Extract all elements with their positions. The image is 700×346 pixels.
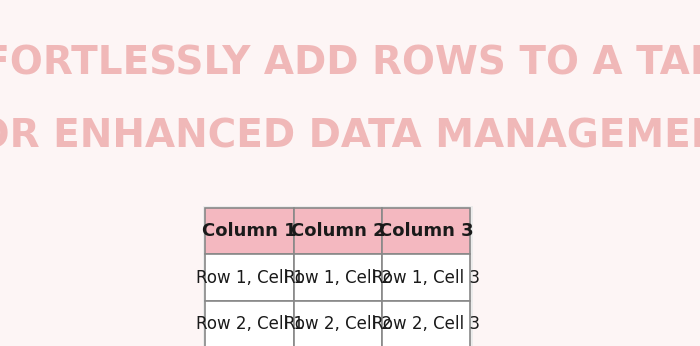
Text: Row 1, Cell 2: Row 1, Cell 2 <box>284 268 392 287</box>
Bar <box>294 254 382 301</box>
Text: EFFORTLESSLY ADD ROWS TO A TABLE: EFFORTLESSLY ADD ROWS TO A TABLE <box>0 45 700 83</box>
Bar <box>382 254 470 301</box>
Text: FOR ENHANCED DATA MANAGEMENT: FOR ENHANCED DATA MANAGEMENT <box>0 118 700 156</box>
Text: Row 1, Cell 3: Row 1, Cell 3 <box>372 268 480 287</box>
Text: Row 1, Cell 1: Row 1, Cell 1 <box>195 268 304 287</box>
Text: Row 2, Cell 3: Row 2, Cell 3 <box>372 315 480 334</box>
Bar <box>206 301 294 346</box>
Text: Column 3: Column 3 <box>379 222 474 240</box>
Bar <box>294 208 382 254</box>
Bar <box>206 208 294 254</box>
Text: Column 1: Column 1 <box>202 222 297 240</box>
Text: Row 2, Cell 2: Row 2, Cell 2 <box>284 315 392 334</box>
Bar <box>382 208 470 254</box>
Bar <box>206 254 294 301</box>
Text: Column 2: Column 2 <box>290 222 385 240</box>
Text: Row 2, Cell 1: Row 2, Cell 1 <box>195 315 304 334</box>
Bar <box>382 301 470 346</box>
Bar <box>294 301 382 346</box>
Bar <box>203 206 473 346</box>
